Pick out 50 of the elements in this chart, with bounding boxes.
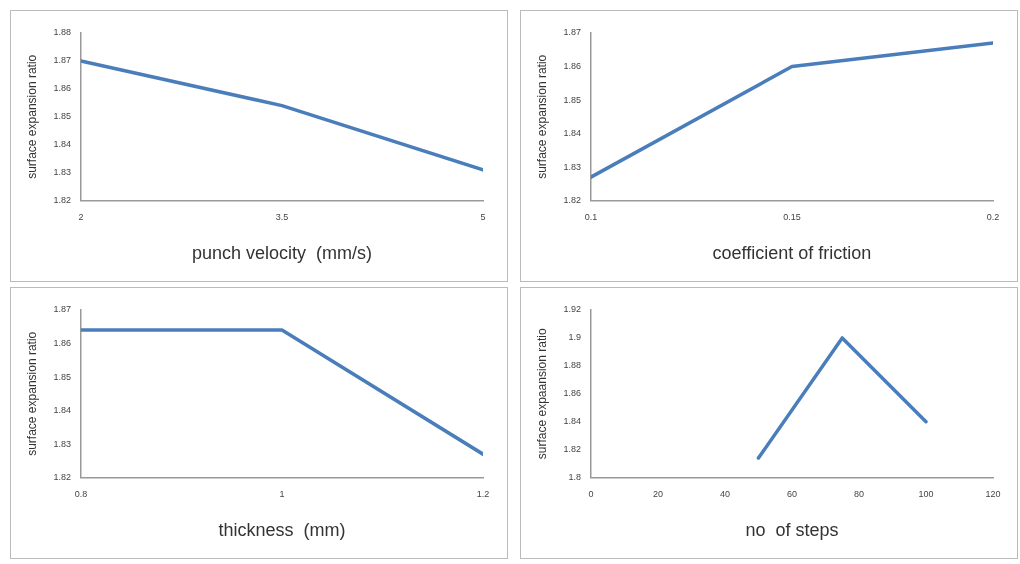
x-tick-label: 60 xyxy=(786,489,797,500)
y-tick-label: 1.88 xyxy=(53,27,71,38)
y-tick-label: 1.82 xyxy=(563,444,581,455)
y-tick-label: 1.82 xyxy=(53,195,71,206)
x-tick-label: 1.2 xyxy=(476,489,490,500)
y-tick-label: 1.82 xyxy=(53,472,71,483)
x-tick-label: 1 xyxy=(279,489,285,500)
y-tick-label: 1.85 xyxy=(563,94,581,105)
y-axis-title: surface expansion ratio xyxy=(534,54,549,179)
y-tick-label: 1.82 xyxy=(563,195,581,206)
y-tick-label: 1.87 xyxy=(53,55,71,66)
y-tick-label: 1.83 xyxy=(53,438,71,449)
x-tick-label: 0.2 xyxy=(986,212,1000,223)
x-axis-title: thickness (mm) xyxy=(218,520,346,541)
x-tick-label: 0 xyxy=(588,489,594,500)
x-tick-label: 80 xyxy=(853,489,864,500)
y-tick-label: 1.84 xyxy=(53,139,71,150)
y-tick-label: 1.84 xyxy=(53,405,71,416)
x-axis-title: punch velocity (mm/s) xyxy=(191,243,372,264)
x-tick-label: 0.8 xyxy=(74,489,88,500)
x-axis-title: no of steps xyxy=(745,520,839,541)
x-tick-label: 0.1 xyxy=(584,212,598,223)
x-tick-label: 20 xyxy=(652,489,663,500)
y-tick-label: 1.83 xyxy=(53,167,71,178)
y-tick-label: 1.88 xyxy=(563,360,581,371)
x-tick-label: 100 xyxy=(918,489,934,500)
y-axis-title: surface expansion ratio xyxy=(24,54,39,179)
x-tick-label: 40 xyxy=(719,489,730,500)
x-tick-label: 5 xyxy=(480,212,486,223)
x-tick-label: 120 xyxy=(985,489,1001,500)
y-tick-label: 1.9 xyxy=(568,332,581,343)
x-tick-label: 2 xyxy=(78,212,84,223)
y-tick-label: 1.92 xyxy=(563,304,581,315)
y-tick-label: 1.83 xyxy=(563,161,581,172)
y-tick-label: 1.87 xyxy=(53,304,71,315)
x-tick-label: 3.5 xyxy=(275,212,289,223)
y-tick-label: 1.87 xyxy=(563,27,581,38)
x-axis-title: coefficient of friction xyxy=(712,243,872,264)
y-tick-label: 1.86 xyxy=(53,83,71,94)
y-axis-title: surface expaansion ratio xyxy=(534,328,549,460)
y-tick-label: 1.85 xyxy=(53,111,71,122)
y-tick-label: 1.84 xyxy=(563,128,581,139)
y-axis-title: surface expansion ratio xyxy=(24,331,39,456)
y-tick-label: 1.85 xyxy=(53,371,71,382)
x-tick-label: 0.15 xyxy=(783,212,801,223)
y-tick-label: 1.86 xyxy=(563,61,581,71)
y-tick-label: 1.8 xyxy=(568,472,581,483)
y-tick-label: 1.86 xyxy=(563,388,581,399)
y-tick-label: 1.84 xyxy=(563,416,581,427)
y-tick-label: 1.86 xyxy=(53,338,71,348)
